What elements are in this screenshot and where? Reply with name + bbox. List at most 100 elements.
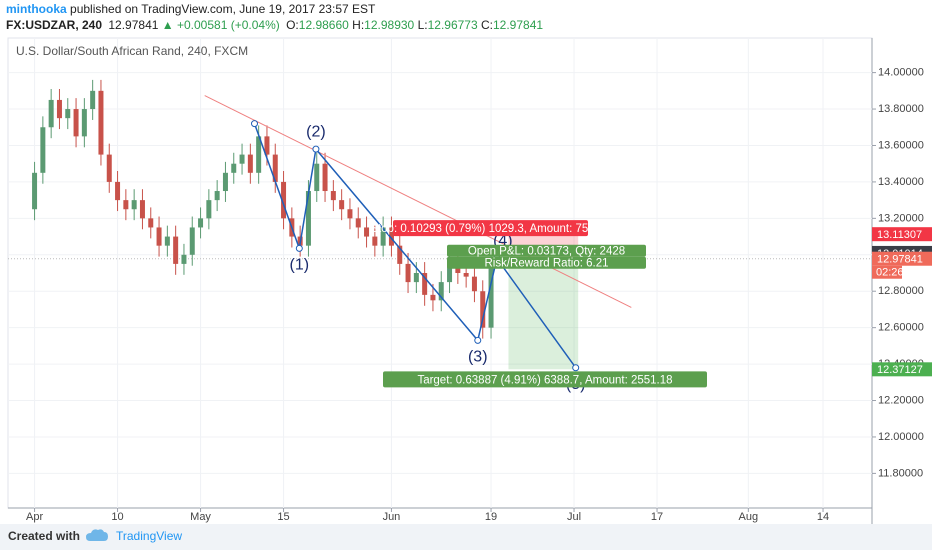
candle-body	[430, 294, 436, 301]
price-marker	[872, 362, 932, 377]
price-marker-label: 12.37127	[877, 364, 923, 376]
x-tick-label: 17	[651, 511, 663, 523]
o: 12.98660	[298, 18, 349, 32]
target-zone	[508, 258, 579, 370]
candle-body	[164, 236, 170, 246]
c-label: C:	[481, 18, 493, 32]
candle-body	[314, 163, 320, 192]
header-line-1: minthooka published on TradingView.com, …	[6, 1, 543, 17]
candle-body	[231, 163, 237, 173]
candle-body	[322, 163, 328, 192]
candle-body	[463, 273, 469, 277]
candle-body	[264, 136, 270, 155]
trendline	[204, 95, 632, 308]
candle-body	[139, 200, 145, 219]
stop-label: Stop: 0.10293 (0.79%) 1029.3, Amount: 75…	[370, 223, 610, 235]
candle-body	[189, 227, 195, 255]
change: ▲ +0.00581 (+0.04%)	[161, 18, 280, 32]
wave-label: (1)	[290, 257, 310, 274]
candle-body	[372, 236, 378, 246]
y-tick-label: 13.60000	[878, 139, 924, 151]
candle-body	[181, 254, 187, 264]
candle-body	[222, 172, 228, 192]
price-marker	[872, 251, 932, 266]
footer-created: Created with	[8, 529, 80, 543]
candle-body	[90, 90, 96, 110]
candle-body	[330, 191, 336, 201]
header: minthooka published on TradingView.com, …	[6, 1, 543, 33]
published: published on TradingView.com, June 19, 2…	[70, 2, 376, 16]
candle-body	[56, 99, 62, 119]
candle-body	[364, 227, 370, 237]
symbol: FX:USDZAR, 240	[6, 18, 103, 32]
pnl-label: Open P&L: 0.03173, Qty: 2428	[468, 246, 625, 258]
wave-label: (3)	[468, 349, 488, 366]
candle-body	[32, 172, 38, 210]
candle-body	[397, 245, 403, 264]
y-tick-label: 13.80000	[878, 103, 924, 115]
candle-body	[405, 263, 411, 283]
candle-body	[471, 276, 477, 292]
candle-body	[339, 200, 345, 210]
candle-body	[347, 209, 353, 219]
price-marker-label: 13.11307	[877, 229, 922, 241]
price-marker	[872, 227, 932, 242]
x-tick-label: Aug	[739, 511, 759, 523]
x-tick-label: Apr	[26, 511, 43, 523]
chart-title: U.S. Dollar/South African Rand, 240, FXC…	[16, 44, 248, 58]
l-label: L:	[417, 18, 428, 32]
candle-body	[48, 99, 54, 128]
target-label: Target: 0.63887 (4.91%) 6388.7, Amount: …	[417, 374, 672, 386]
x-tick-label: 10	[111, 511, 123, 523]
h: 12.98930	[364, 18, 415, 32]
candle-body	[206, 200, 212, 219]
c: 12.97841	[493, 18, 544, 32]
candle-body	[123, 200, 129, 210]
footer-bar	[0, 524, 932, 550]
l: 12.96773	[427, 18, 478, 32]
x-tick-label: 14	[817, 511, 829, 523]
price-marker-label: 12.97841	[877, 254, 923, 266]
candle-body	[305, 191, 311, 246]
y-tick-label: 12.60000	[878, 322, 924, 334]
candle-body	[98, 90, 104, 155]
y-tick-label: 12.20000	[878, 394, 924, 406]
candle-body	[173, 236, 179, 264]
y-tick-label: 12.00000	[878, 431, 924, 443]
candle-body	[272, 154, 278, 182]
rr-label-bg	[447, 256, 646, 269]
h-label: H:	[352, 18, 365, 32]
candle-body	[214, 191, 220, 201]
y-tick-label: 11.80000	[878, 467, 923, 479]
last: 12.97841	[108, 18, 159, 32]
candle-body	[422, 273, 428, 295]
footer-brand[interactable]: TradingView	[116, 529, 182, 543]
candle-body	[355, 218, 361, 228]
candle-body	[148, 218, 154, 228]
candle-body	[380, 227, 386, 246]
pnl-label-bg	[447, 244, 646, 257]
target-label-bg	[383, 371, 707, 388]
o-label: O:	[286, 18, 299, 32]
candle-body	[73, 109, 79, 137]
author[interactable]: minthooka	[6, 2, 67, 16]
wave-point	[251, 120, 259, 128]
candle-body	[447, 263, 453, 283]
candle-body	[131, 200, 137, 210]
candle-body	[40, 127, 46, 173]
candle-body	[388, 227, 394, 246]
y-tick-label: 13.40000	[878, 176, 924, 188]
wave-label: (2)	[306, 123, 326, 140]
candle-body	[156, 227, 162, 246]
price-marker-note-bg	[872, 265, 902, 279]
rr-label: Risk/Reward Ratio: 6.21	[485, 258, 609, 270]
candle-body	[247, 154, 253, 173]
y-tick-label: 14.00000	[878, 67, 924, 79]
candle-body	[413, 273, 419, 283]
stop-label-bg	[393, 220, 588, 237]
wave-point	[312, 145, 320, 153]
candle-body	[256, 136, 262, 173]
candle-body	[65, 109, 71, 119]
